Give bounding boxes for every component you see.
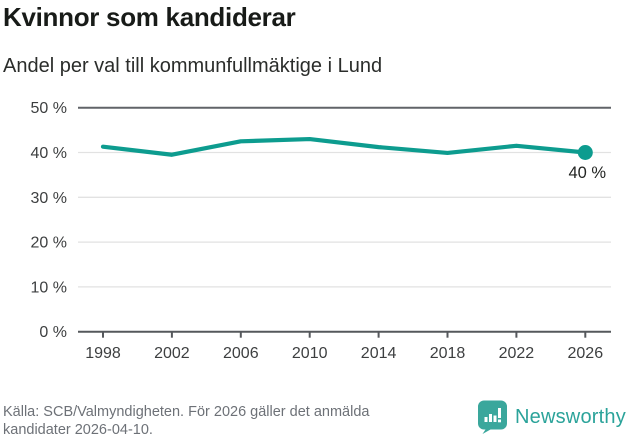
end-point-marker xyxy=(577,145,593,160)
y-axis-tick-label: 20 % xyxy=(31,235,67,252)
x-axis-tick-label: 2014 xyxy=(361,345,397,362)
y-axis-tick-label: 30 % xyxy=(31,190,67,207)
source-line-1: Källa: SCB/Valmyndigheten. För 2026 gäll… xyxy=(3,404,370,420)
source-line-2: kandidater 2026-04-10. xyxy=(3,422,153,438)
exclamation-dot xyxy=(498,419,501,423)
newsworthy-wordmark: Newsworthy xyxy=(515,405,626,428)
x-axis-tick-label: 2002 xyxy=(154,345,190,362)
exclamation-bar xyxy=(498,408,501,418)
x-axis-tick-label: 2018 xyxy=(430,345,466,362)
y-axis-tick-label: 0 % xyxy=(39,324,67,341)
chart-subtitle: Andel per val till kommunfullmäktige i L… xyxy=(3,55,383,77)
newsworthy-bubble-icon xyxy=(478,400,507,434)
page-title: Kvinnor som kandiderar xyxy=(3,2,296,32)
source-note: Källa: SCB/Valmyndigheten. För 2026 gäll… xyxy=(3,403,483,439)
line-chart: 0 % 10 % 20 % 30 % 40 % 50 % 1998 2002 2006 2010 2… xyxy=(31,100,611,362)
data-line xyxy=(100,136,588,157)
x-axis-tick-label: 1998 xyxy=(85,345,121,362)
y-axis-tick-label: 40 % xyxy=(31,145,67,162)
bubble-shape xyxy=(478,400,507,434)
bar-2 xyxy=(489,414,492,422)
y-axis-tick-label: 50 % xyxy=(31,100,67,117)
y-axis-tick-label: 10 % xyxy=(31,279,67,296)
x-axis-tick-label: 2026 xyxy=(568,345,604,362)
x-axis-tick-label: 2006 xyxy=(223,345,259,362)
bar-3 xyxy=(493,415,497,422)
end-value-label: 40 % xyxy=(568,164,606,182)
x-axis-tick-label: 2010 xyxy=(292,345,328,362)
x-axis-tick-label: 2022 xyxy=(499,345,535,362)
bar-1 xyxy=(484,417,488,422)
newsworthy-logo[interactable]: Newsworthy xyxy=(477,400,626,434)
footer: Källa: SCB/Valmyndigheten. För 2026 gäll… xyxy=(0,398,631,439)
